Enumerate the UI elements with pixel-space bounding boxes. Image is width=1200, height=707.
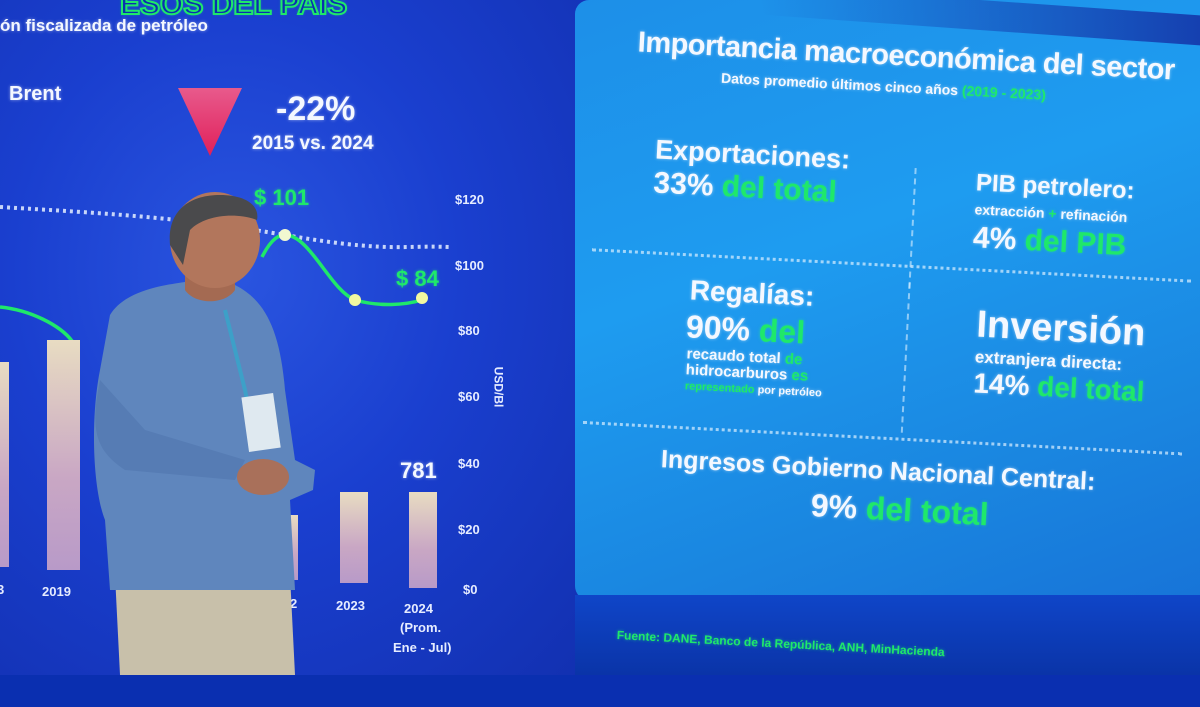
price-label-last: $ 84 [396,266,439,291]
income-suffix: del total [865,489,990,533]
right-presentation-screen [575,0,1200,600]
shirt [93,282,315,590]
royalties-detail: recaudo total de hidrocarburos es repres… [684,345,824,401]
income-value: 9% del total [809,487,990,533]
price-label-high: $ 101 [254,185,310,210]
change-period: 2015 vs. 2024 [252,133,374,154]
pib-heading: PIB petrolero: [975,169,1136,205]
pib-plus: + [1048,205,1058,222]
down-triangle-icon [178,88,242,156]
x-label-2019: 2019 [42,584,71,599]
x-label-2024: 2024 [404,601,433,616]
data-point [349,294,361,306]
investment-heading: Inversión [975,303,1147,355]
y-axis-unit: USD/Bl [491,366,506,408]
data-point [279,229,291,241]
x-label-2023: 2023 [336,598,365,613]
y-tick: $80 [458,323,480,338]
x-label: 3 [0,582,5,597]
y-tick: $0 [463,582,478,597]
data-point [416,292,428,304]
pib-sub2: refinación [1060,205,1128,226]
screen-bottom-strip [575,595,1200,675]
divider [900,282,911,433]
y-tick: $60 [458,389,480,404]
bar-partial [0,362,9,567]
income-percent: 9% [809,487,859,526]
royalties-percent: 90% [685,308,751,348]
source-note: Fuente: DANE, Banco de la República, ANH… [616,628,946,660]
investment-percent: 14% [972,367,1031,402]
pib-suffix: del PIB [1023,223,1128,263]
y-tick: $40 [458,456,480,471]
x-label-2024-note: (Prom. [400,620,442,635]
id-badge [241,393,281,452]
y-tick: $100 [455,258,484,273]
slide-subtitle-partial: ón fiscalizada de petróleo [0,16,208,35]
presenter-figure [93,192,315,675]
investment-suffix: del total [1036,370,1146,408]
royalties-value: 90% del [685,308,806,351]
bar-2023 [340,492,368,583]
royalties-line: es [791,366,809,385]
bar-value-2024: 781 [400,458,437,483]
x-label: 2 [290,596,298,611]
change-value: -22% [276,90,356,128]
price-curve [260,233,423,307]
pib-value: 4% del PIB [972,221,1127,263]
royalties-suffix: del [757,312,807,351]
hands [237,459,289,495]
pib-percent: 4% [972,221,1018,257]
income-heading: Ingresos Gobierno Nacional Central: [660,445,1097,496]
trousers [115,575,295,675]
brent-label: Brent [9,83,62,105]
royalties-line: representado [684,380,755,396]
slide-title-partial: ESOS DEL PAIS [119,0,348,22]
exports-suffix: del total [720,169,838,209]
slide-title: Importancia macroeconómica del sector [637,26,1176,87]
bar-2019 [47,340,80,570]
arm [95,380,245,480]
bar-2024 [409,492,437,588]
royalties-heading: Regalías: [689,274,816,312]
royalties-line: por petróleo [757,384,822,400]
exports-percent: 33% [652,166,715,203]
y-tick: $20 [458,522,480,537]
hair [169,195,258,265]
pib-sub1: extracción [974,201,1045,221]
right-slide-content: Importancia macroeconómica del sector Da… [540,0,1199,707]
divider [908,168,917,288]
y-tick: $120 [455,192,484,207]
subtitle-years: (2019 - 2023) [961,82,1047,103]
x-label-2024-note: Ene - Jul) [393,640,452,655]
